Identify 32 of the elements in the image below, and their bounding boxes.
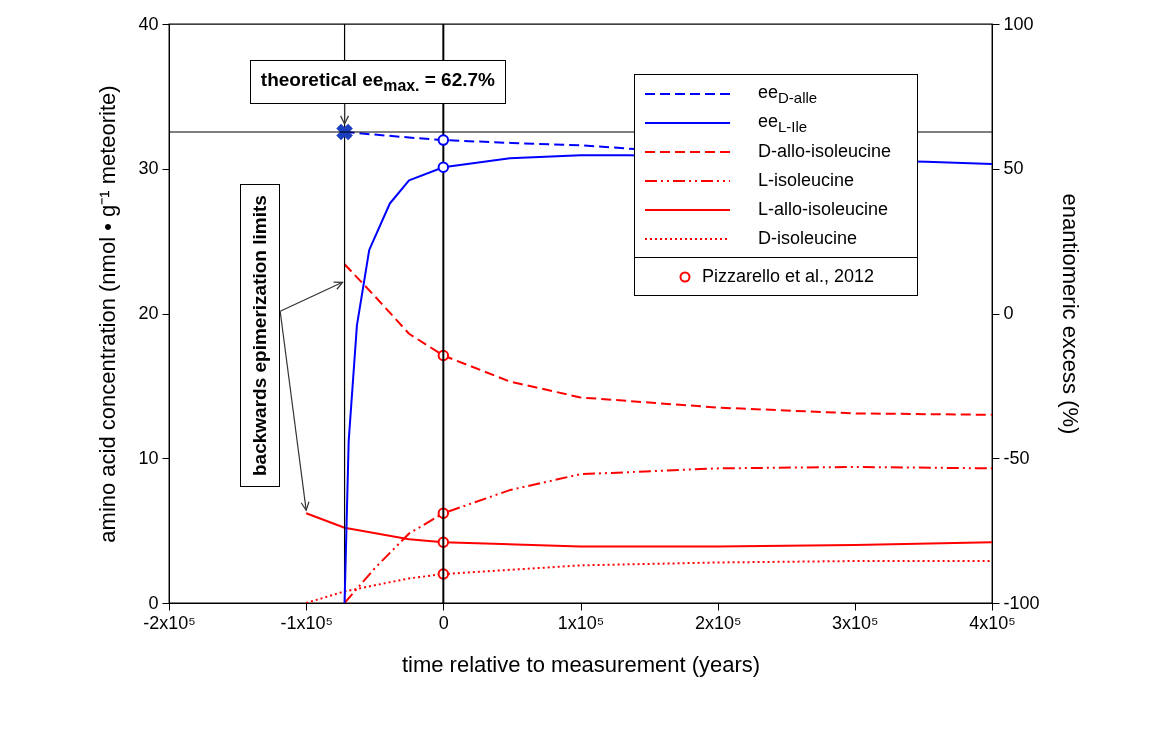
- y-tick-label: 20: [138, 303, 159, 323]
- y-tick-label: 0: [148, 592, 159, 613]
- y-tick-label: 30: [138, 158, 159, 179]
- x-tick-label: 4x10⁵: [969, 612, 1016, 633]
- point: [437, 161, 450, 174]
- x-tick-label: 0: [438, 612, 449, 633]
- x-tick-label: 1x10⁵: [557, 612, 605, 633]
- x-tick-label: -2x10⁵: [143, 612, 196, 633]
- y2-tick-label: -50: [1003, 447, 1030, 468]
- legend-label: ee$_{D-alle}$: [758, 81, 818, 106]
- line-series: [343, 263, 992, 416]
- annotation: theoretical ee$_{max.}$ = 62.7%: [249, 59, 506, 104]
- legend-label: Pizzarello et al., 2012: [701, 266, 875, 287]
- y2-tick-label: 0: [1003, 303, 1014, 323]
- y2-axis-title: enantiomeric excess (%): [1057, 193, 1083, 435]
- point: [437, 134, 450, 146]
- y-tick-label: 40: [138, 13, 159, 34]
- legend-label: D-allo-isoleucine: [758, 141, 892, 162]
- y2-tick-label: 100: [1003, 13, 1034, 34]
- legend-label: ee$_{L-Ile}$: [758, 110, 808, 135]
- legend-label: L-allo-isoleucine: [758, 199, 889, 220]
- x-tick-label: 2x10⁵: [694, 612, 742, 633]
- x-tick-label: -1x10⁵: [280, 612, 333, 633]
- annotation: backwards epimerization limits: [240, 184, 281, 487]
- y-axis-title: amino acid concentration (nmol • g⁻¹ meteorite): [95, 85, 121, 543]
- y2-tick-label: -100: [1003, 592, 1040, 613]
- legend-label: L-isoleucine: [758, 170, 855, 191]
- x-axis-title: time relative to measurement (years): [401, 651, 761, 677]
- legend-label: D-isoleucine: [758, 228, 858, 249]
- y-tick-label: 10: [138, 447, 159, 468]
- y2-tick-label: 50: [1003, 158, 1024, 179]
- x-tick-label: 3x10⁵: [832, 612, 879, 633]
